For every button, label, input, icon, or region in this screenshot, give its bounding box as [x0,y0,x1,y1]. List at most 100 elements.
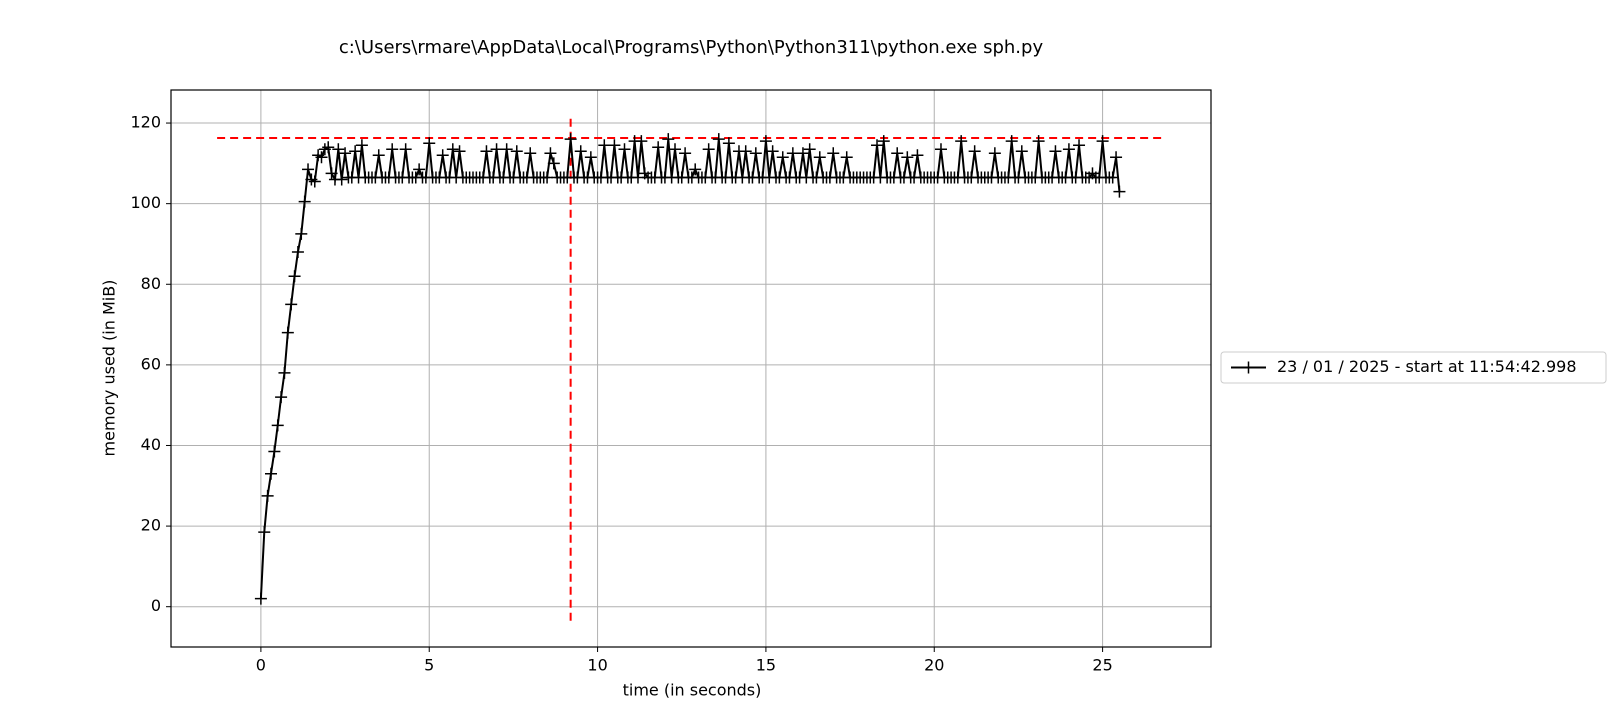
data-marker [1062,143,1075,156]
data-marker [574,145,587,158]
data-marker [712,133,725,146]
y-tick-label: 20 [141,516,161,535]
data-marker [564,133,577,146]
data-marker [399,143,412,156]
data-marker [325,167,338,180]
x-tick-label: 25 [1092,656,1112,675]
data-marker [1005,135,1018,148]
legend-label: 23 / 01 / 2025 - start at 11:54:42.998 [1277,357,1577,376]
data-marker [786,147,799,160]
data-marker [662,133,675,146]
data-marker [749,147,762,160]
data-marker [840,151,853,164]
data-marker [598,139,611,152]
data-marker [291,246,304,259]
data-marker [766,145,779,158]
legend-marker [1242,361,1255,374]
data-marker [796,147,809,160]
data-marker [689,163,702,176]
data-marker [955,135,968,148]
data-marker [295,227,308,240]
x-tick-label: 10 [587,656,607,675]
x-axis-label: time (in seconds) [623,681,762,700]
data-marker [891,147,904,160]
y-tick-label: 40 [141,435,161,454]
data-marker [1110,151,1123,164]
data-marker [669,143,682,156]
data-marker [1073,139,1086,152]
data-marker [349,145,362,158]
data-marker [722,137,735,150]
data-marker [934,143,947,156]
data-marker [332,143,345,156]
data-marker [258,526,271,539]
data-marker [635,135,648,148]
data-marker [1106,171,1119,184]
x-tick-label: 5 [424,656,434,675]
data-marker [355,139,368,152]
data-marker [541,171,554,184]
data-marker [436,149,449,162]
data-marker [308,175,321,188]
data-marker [298,195,311,208]
data-marker [453,145,466,158]
data-marker [480,145,493,158]
data-marker [631,171,644,184]
data-marker [278,366,291,379]
data-marker [584,151,597,164]
data-marker [813,151,826,164]
data-marker [524,147,537,160]
data-marker [988,147,1001,160]
data-marker [446,143,459,156]
data-marker [968,145,981,158]
y-tick-label: 80 [141,274,161,293]
data-marker [423,137,436,150]
data-marker [413,163,426,176]
y-tick-label: 0 [151,596,161,615]
data-marker [268,445,281,458]
plot-frame [170,89,1212,648]
data-marker [702,143,715,156]
data-marker [335,173,348,186]
data-marker [264,467,277,480]
data-marker [776,151,789,164]
data-marker [339,147,352,160]
data-marker [1113,185,1126,198]
data-marker [803,143,816,156]
data-marker [1015,145,1028,158]
y-axis-label: memory used (in MiB) [100,280,119,457]
data-marker [275,391,288,404]
data-marker [618,143,631,156]
data-marker [1032,135,1045,148]
data-marker [372,149,385,162]
data-marker [608,139,621,152]
data-marker [285,298,298,311]
data-marker [315,151,328,164]
x-tick-label: 20 [924,656,944,675]
data-marker [322,141,335,154]
data-marker [544,147,557,160]
data-marker [261,489,274,502]
data-marker [490,143,503,156]
data-marker [510,145,523,158]
data-marker [271,419,284,432]
x-tick-label: 15 [756,656,776,675]
data-marker [911,149,924,162]
data-marker [386,143,399,156]
legend-box [1220,351,1607,384]
data-marker [547,157,560,170]
data-marker [254,592,267,605]
data-marker [500,143,513,156]
data-marker [679,147,692,160]
y-tick-label: 100 [130,193,161,212]
data-marker [759,135,772,148]
chart-title: c:\Users\rmare\AppData\Local\Programs\Py… [339,37,1044,58]
y-tick-label: 120 [130,113,161,132]
data-marker [281,326,294,339]
data-marker [1096,135,1109,148]
data-marker [302,163,315,176]
data-marker [652,141,665,154]
data-marker [877,135,890,148]
